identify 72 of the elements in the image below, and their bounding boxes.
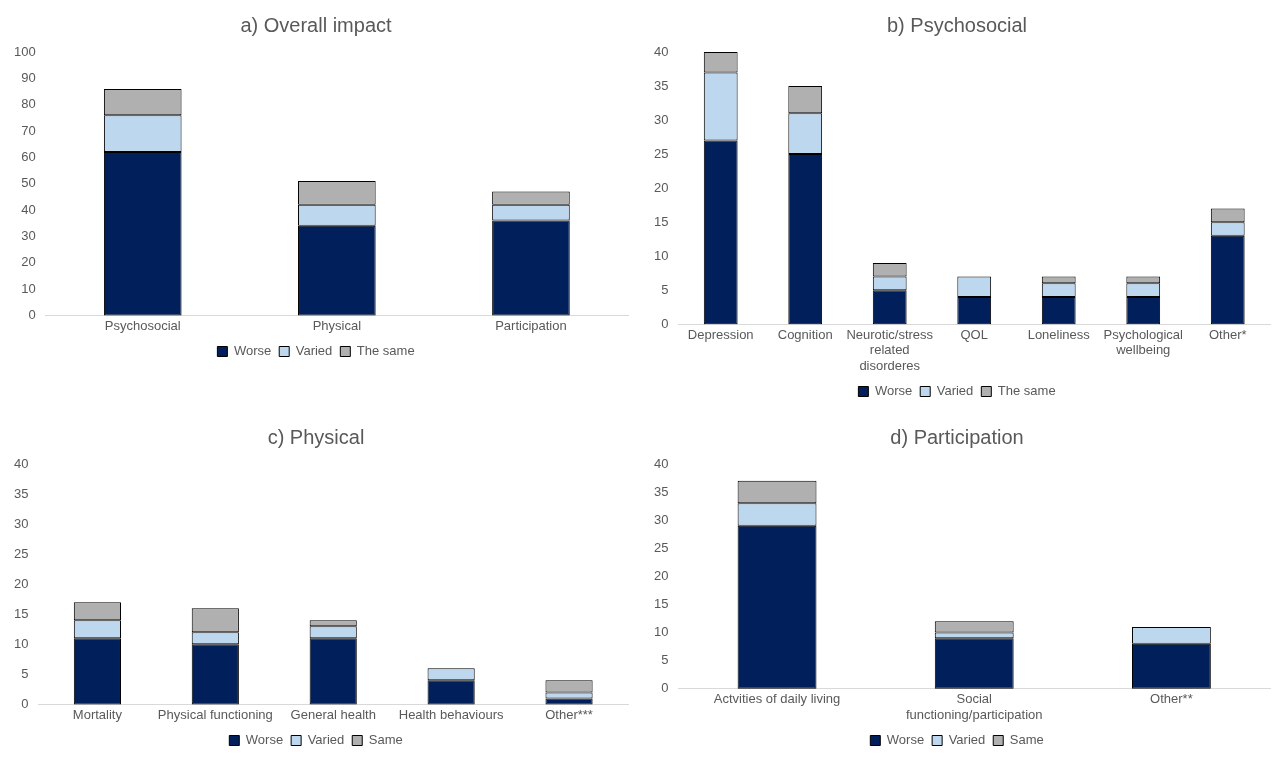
y-tick-label: 10: [13, 635, 29, 651]
y-tick-label: 40: [21, 201, 36, 217]
y-tick-label: 80: [21, 96, 36, 112]
legend-label: Varied: [295, 343, 333, 359]
y-tick-label: 20: [653, 567, 669, 583]
legend-label: The same: [356, 343, 415, 359]
y-tick-label: 10: [21, 280, 36, 296]
y-tick-label: 0: [661, 680, 669, 696]
chart-title: a) Overall impact: [240, 13, 393, 36]
y-tick-label: 30: [21, 227, 36, 243]
chart-title: c) Physical: [267, 425, 365, 448]
y-tick-label: 70: [21, 122, 36, 138]
x-tick-label: Health behaviours: [398, 706, 505, 722]
x-tick-label: Neurotic/stress related disorderes: [846, 326, 934, 373]
y-tick-label: 10: [653, 624, 669, 640]
y-tick-label: 40: [653, 455, 669, 471]
y-tick-label: 15: [653, 213, 669, 229]
x-tick-label: Other*: [1208, 326, 1247, 342]
legend-label: Worse: [886, 732, 925, 748]
legend-label: Same: [368, 732, 403, 748]
x-tick-label: General health: [290, 706, 376, 722]
x-tick-label: Loneliness: [1027, 326, 1091, 342]
y-tick-label: 30: [13, 515, 29, 531]
y-tick-label: 35: [653, 483, 669, 499]
x-tick-label: Social functioning/participation: [905, 691, 1043, 722]
y-tick-label: 15: [653, 596, 669, 612]
y-tick-label: 0: [21, 695, 29, 711]
y-tick-label: 35: [13, 485, 29, 501]
legend-label: Varied: [948, 732, 986, 748]
x-tick-label: Other***: [545, 706, 593, 722]
y-tick-label: 25: [653, 145, 669, 161]
x-tick-label: Actvities of daily living: [713, 691, 841, 707]
legend-label: Same: [1009, 732, 1044, 748]
y-tick-label: 25: [653, 539, 669, 555]
y-tick-label: 0: [28, 306, 36, 322]
y-tick-label: 15: [13, 605, 29, 621]
y-tick-label: 90: [21, 69, 36, 85]
x-tick-label: QOL: [960, 326, 988, 342]
y-tick-label: 10: [653, 247, 669, 263]
y-tick-label: 5: [661, 281, 669, 297]
y-tick-label: 20: [13, 575, 29, 591]
x-tick-label: Physical: [312, 317, 362, 333]
chart-title: d) Participation: [890, 425, 1024, 448]
y-tick-label: 5: [661, 652, 669, 668]
y-tick-label: 20: [653, 179, 669, 195]
y-tick-label: 30: [653, 511, 669, 527]
x-tick-label: Other**: [1150, 691, 1193, 707]
y-tick-label: 30: [653, 111, 669, 127]
x-tick-label: Depression: [687, 326, 754, 342]
x-tick-label: Participation: [495, 317, 567, 333]
legend-label: Worse: [245, 732, 284, 748]
y-tick-label: 25: [13, 545, 29, 561]
x-tick-label: Mortality: [72, 706, 123, 722]
chart-title: b) Psychosocial: [886, 13, 1028, 36]
y-tick-label: 50: [21, 175, 36, 191]
y-tick-label: 100: [13, 43, 36, 59]
y-tick-label: 5: [21, 665, 29, 681]
x-tick-label: Psychological wellbeing: [1103, 326, 1184, 358]
legend-label: Varied: [307, 732, 345, 748]
x-tick-label: Cognition: [777, 326, 833, 342]
y-tick-label: 40: [653, 43, 669, 59]
x-tick-label: Psychosocial: [104, 317, 181, 333]
legend-label: The same: [997, 383, 1056, 399]
legend-label: Varied: [936, 383, 974, 399]
y-tick-label: 60: [21, 148, 36, 164]
y-tick-label: 35: [653, 77, 669, 93]
y-tick-label: 0: [661, 315, 669, 331]
y-tick-label: 40: [13, 455, 29, 471]
y-tick-label: 20: [21, 254, 36, 270]
legend-label: Worse: [233, 343, 272, 359]
x-tick-label: Physical functioning: [157, 706, 273, 722]
legend-label: Worse: [874, 383, 913, 399]
